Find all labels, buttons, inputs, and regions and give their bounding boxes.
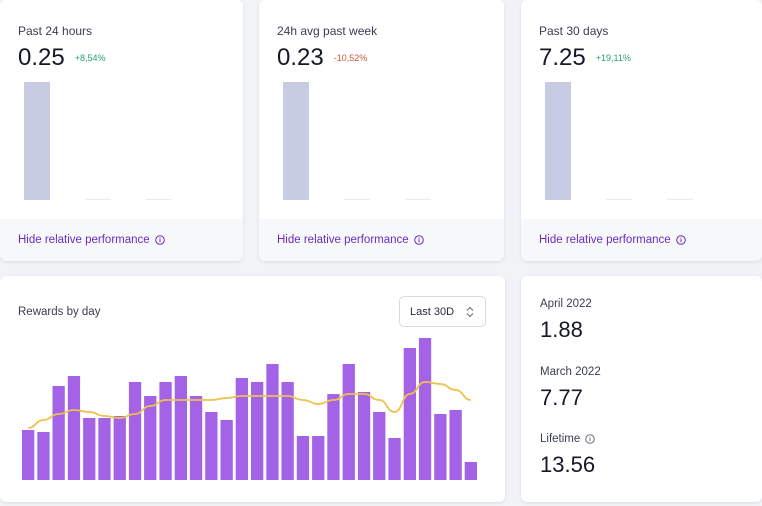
reward-bar	[449, 410, 462, 480]
reward-bar	[98, 418, 111, 480]
rewards-title: Rewards by day	[18, 306, 101, 318]
reward-bar	[174, 376, 187, 480]
reward-bar	[388, 438, 401, 480]
stat-label: Past 24 hours	[18, 24, 93, 38]
total-lifetime: Lifetime 13.56	[540, 433, 596, 478]
stat-value: 0.25	[18, 44, 65, 71]
reward-bar	[266, 364, 279, 480]
chevron-up-down-icon	[466, 306, 474, 318]
relative-performance-chart	[545, 82, 693, 200]
info-icon[interactable]	[413, 235, 424, 245]
rewards-by-day-card: Rewards by day Last 30D	[0, 276, 505, 502]
stat-label: 24h avg past week	[277, 24, 378, 38]
range-select-value: Last 30D	[410, 305, 455, 318]
reward-bar	[251, 382, 264, 480]
total-april: April 2022 1.88	[540, 298, 592, 343]
reward-bar	[296, 436, 310, 480]
relative-bar	[85, 198, 111, 200]
totals-card: April 2022 1.88 March 2022 7.77 Lifetime…	[521, 276, 762, 502]
total-value: 1.88	[540, 317, 583, 342]
total-value: 13.56	[540, 452, 596, 477]
info-icon[interactable]	[585, 434, 596, 444]
info-icon[interactable]	[154, 235, 165, 245]
hide-relative-performance-link[interactable]: Hide relative performance	[539, 234, 686, 246]
stat-label: Past 30 days	[539, 24, 609, 38]
reward-bar	[434, 414, 447, 480]
relative-bar	[24, 82, 50, 200]
rewards-bar-chart	[22, 338, 477, 480]
total-march: March 2022 7.77	[540, 366, 601, 411]
relative-bar	[344, 198, 370, 200]
total-label: March 2022	[540, 366, 601, 378]
stat-delta: +8,54%	[74, 53, 106, 63]
reward-bar	[312, 436, 325, 480]
stat-value: 0.23	[277, 44, 324, 71]
info-icon[interactable]	[675, 235, 686, 245]
reward-bar	[83, 418, 96, 480]
reward-bar	[235, 378, 248, 480]
reward-bar	[205, 412, 218, 480]
relative-bar	[405, 198, 431, 200]
reward-bar	[144, 396, 157, 480]
relative-performance-chart	[283, 82, 431, 200]
link-label: Hide relative performance	[277, 234, 409, 246]
relative-bar	[667, 198, 693, 200]
reward-bar	[403, 348, 416, 480]
reward-bar	[159, 382, 172, 480]
relative-bar	[606, 198, 632, 200]
reward-bar	[464, 462, 477, 480]
reward-bar	[37, 432, 50, 480]
stat-card-24h: Past 24 hours 0.25 +8,54% Hide relative …	[0, 0, 243, 261]
stat-card-30d: Past 30 days 7.25 +19,11% Hide relative …	[521, 0, 762, 261]
stat-value: 7.25	[539, 44, 586, 71]
reward-bar	[128, 382, 142, 480]
link-label: Hide relative performance	[539, 234, 671, 246]
relative-bar	[146, 198, 172, 200]
reward-bar	[189, 396, 203, 480]
stat-delta: +19,11%	[595, 53, 631, 63]
reward-bar	[22, 430, 35, 480]
reward-bar	[327, 394, 340, 480]
reward-bar	[52, 386, 65, 480]
reward-bar	[418, 338, 432, 480]
reward-bar	[220, 420, 233, 480]
reward-bar	[281, 382, 294, 480]
reward-bar	[357, 392, 371, 480]
reward-bar	[373, 412, 386, 480]
stat-delta: -10,52%	[333, 53, 368, 63]
relative-bar	[283, 82, 309, 200]
reward-bar	[67, 376, 81, 480]
relative-bar	[545, 82, 571, 200]
trend-line	[28, 381, 472, 429]
total-label: April 2022	[540, 298, 592, 310]
link-label: Hide relative performance	[18, 234, 150, 246]
stat-card-week-avg: 24h avg past week 0.23 -10,52% Hide rela…	[259, 0, 504, 261]
total-label: Lifetime	[540, 433, 581, 445]
total-value: 7.77	[540, 385, 583, 410]
hide-relative-performance-link[interactable]: Hide relative performance	[18, 234, 165, 246]
reward-bar	[342, 364, 355, 480]
hide-relative-performance-link[interactable]: Hide relative performance	[277, 234, 424, 246]
relative-performance-chart	[24, 82, 172, 200]
reward-bar	[113, 416, 126, 480]
range-select[interactable]: Last 30D	[399, 296, 486, 327]
